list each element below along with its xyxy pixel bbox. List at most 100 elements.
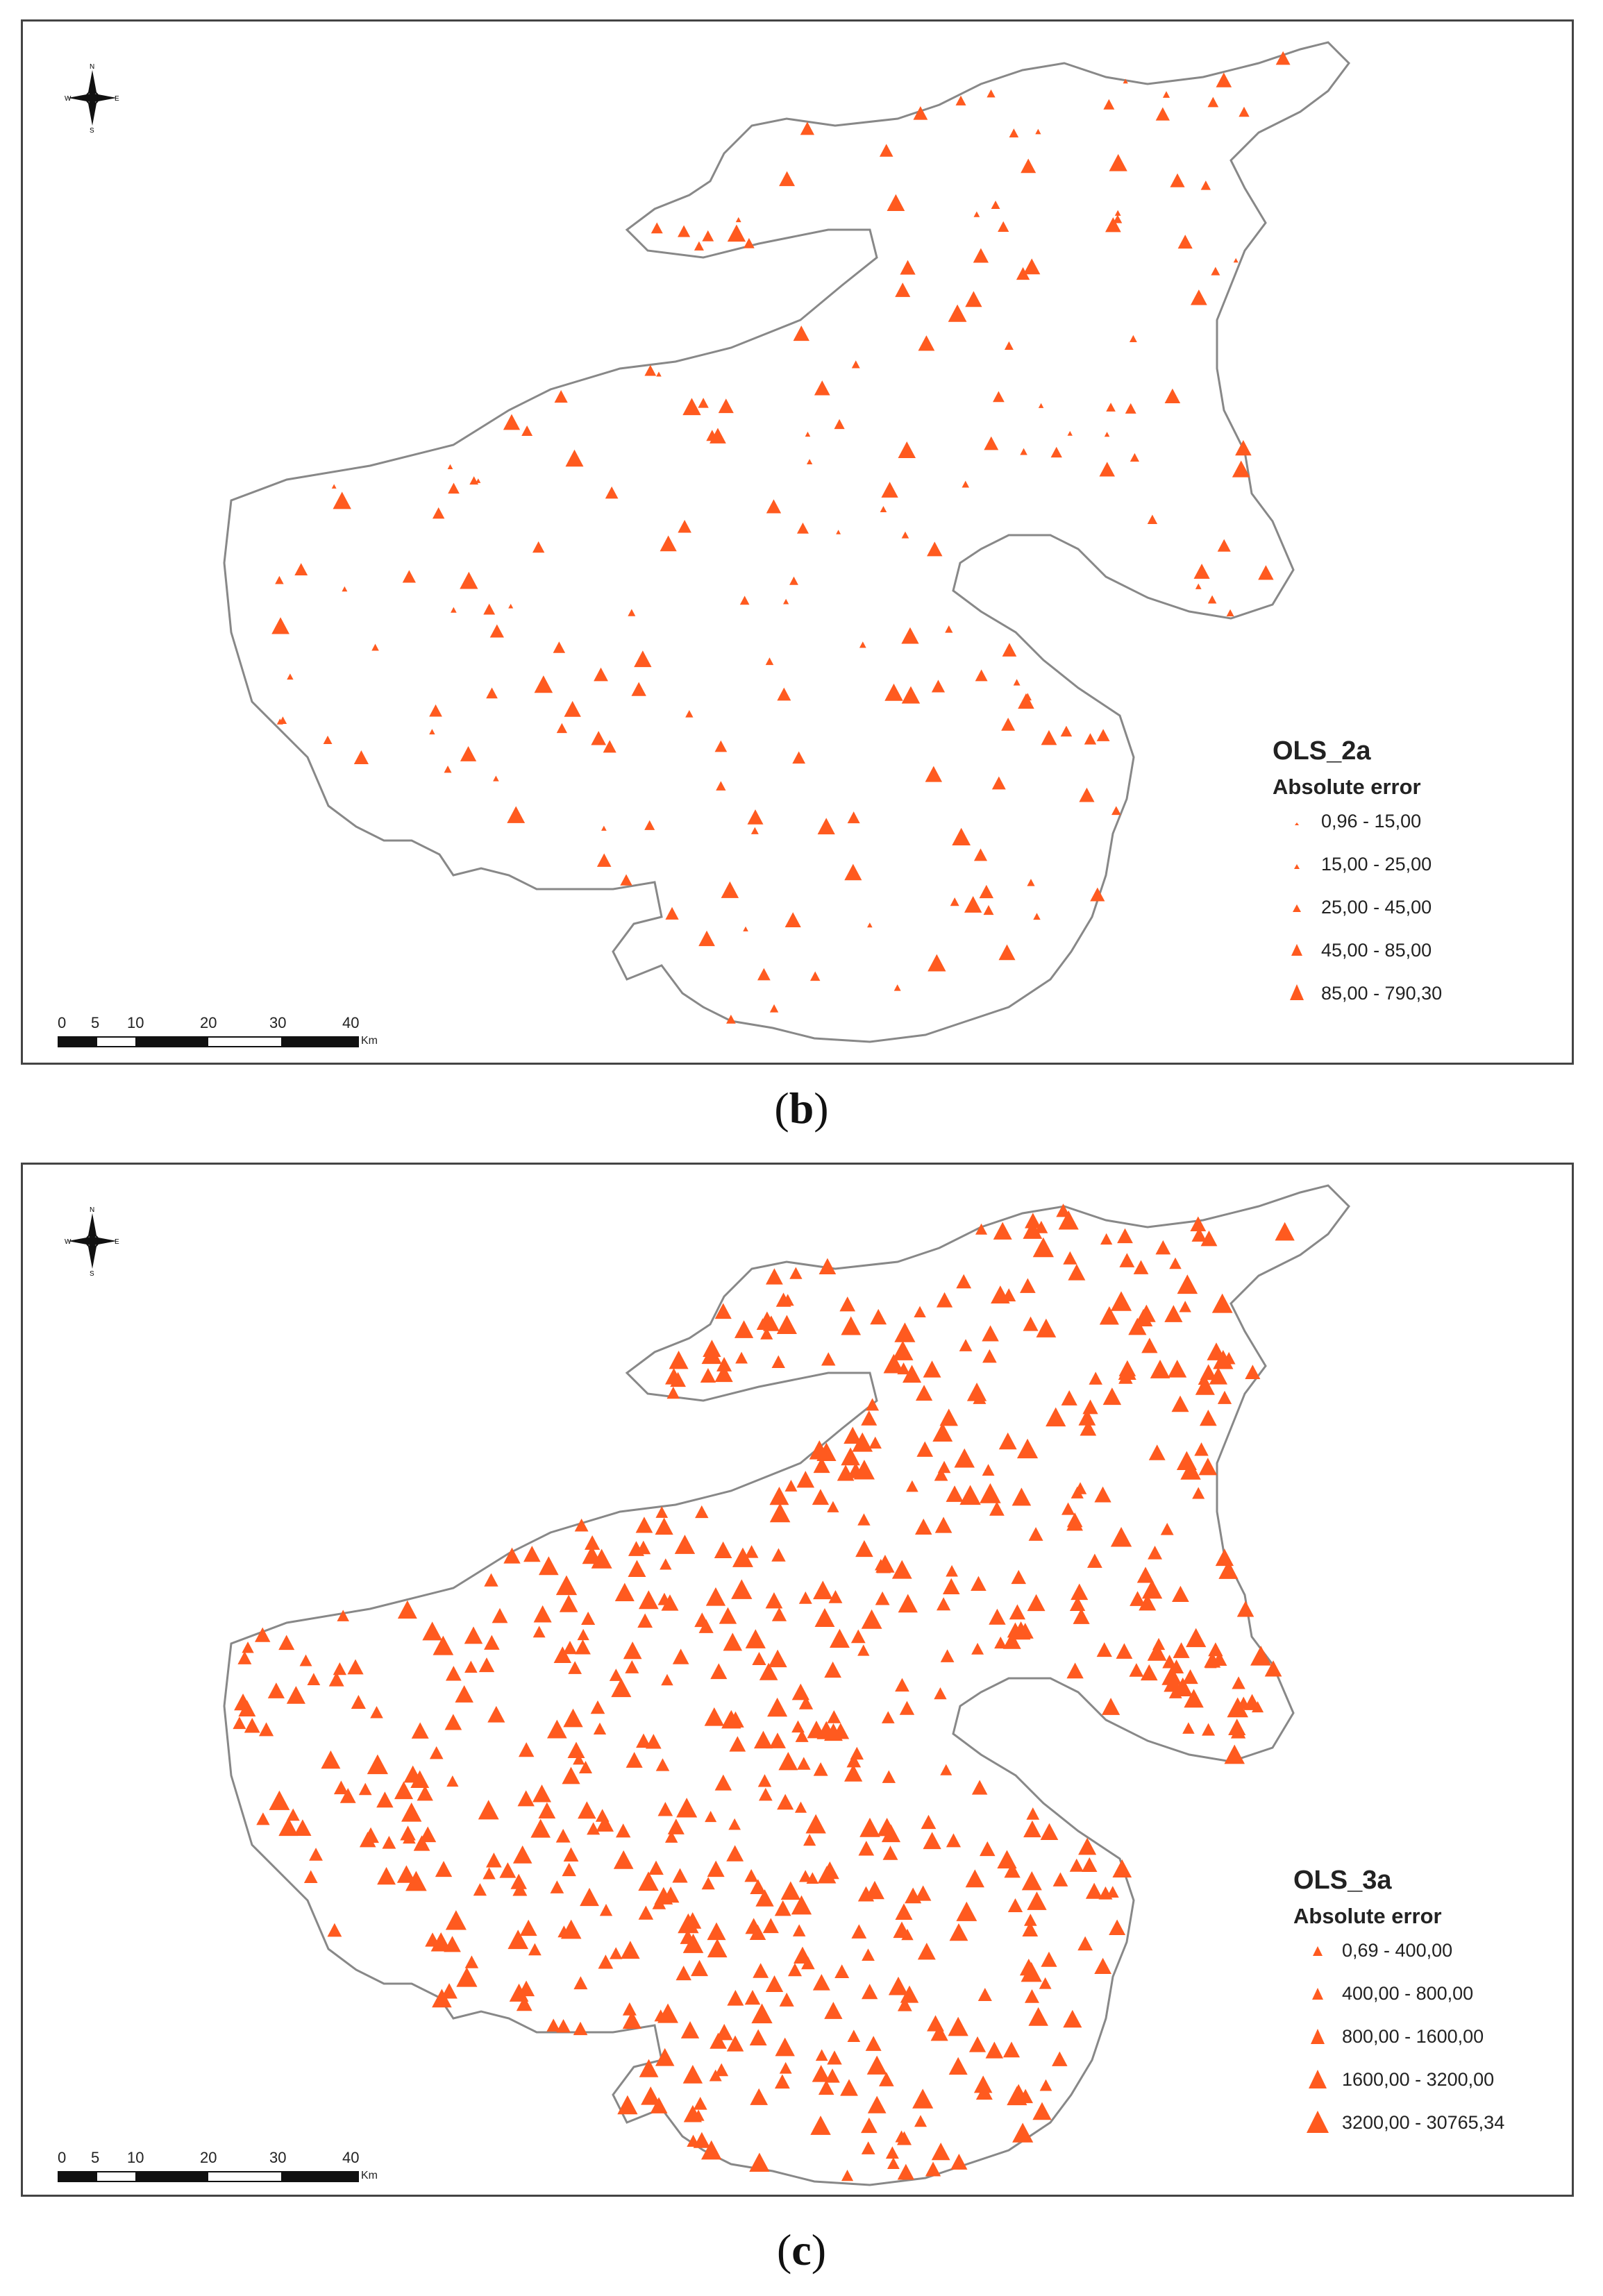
error-marker: [769, 1486, 789, 1505]
error-marker: [555, 1575, 578, 1596]
error-marker: [887, 194, 905, 212]
error-marker: [562, 1640, 578, 1655]
error-marker: [698, 1619, 714, 1633]
error-marker: [745, 1918, 762, 1934]
error-marker: [810, 2116, 831, 2135]
error-marker: [998, 221, 1009, 232]
error-marker: [880, 506, 887, 513]
error-marker: [617, 2095, 638, 2115]
error-marker: [419, 1826, 437, 1843]
error-marker: [716, 1357, 732, 1371]
error-marker: [1056, 1204, 1071, 1217]
error-marker: [1112, 1859, 1132, 1877]
error-marker: [370, 1706, 383, 1719]
error-marker: [429, 704, 442, 717]
error-marker: [648, 369, 655, 375]
error-marker: [672, 1648, 689, 1664]
compass-n-label: N: [90, 1206, 94, 1214]
error-marker: [628, 1560, 646, 1577]
error-marker: [1179, 1301, 1191, 1312]
error-marker: [841, 1316, 862, 1335]
error-marker: [1063, 2009, 1082, 2028]
error-marker: [1150, 1360, 1170, 1378]
region-outline-b: [223, 41, 1350, 1043]
error-marker: [342, 586, 348, 592]
error-marker: [641, 2086, 661, 2105]
error-marker: [714, 1365, 733, 1383]
error-marker: [347, 1659, 364, 1675]
legend-c: OLS_3a Absolute error 0,69 - 400,00 400,…: [1293, 1866, 1504, 2144]
error-marker: [973, 848, 988, 861]
error-marker: [844, 1426, 862, 1444]
error-marker: [1007, 2086, 1027, 2106]
error-marker: [1018, 693, 1034, 709]
marker-layer-b: [271, 51, 1291, 1024]
error-marker: [303, 1870, 318, 1884]
error-marker: [429, 1746, 444, 1759]
map-canvas-b: [223, 41, 1350, 1043]
error-marker: [783, 598, 789, 605]
error-marker: [286, 1808, 300, 1821]
error-marker: [744, 1545, 759, 1558]
error-marker: [884, 683, 903, 701]
error-marker: [661, 1594, 679, 1611]
error-marker: [885, 2146, 899, 2159]
error-marker: [829, 1628, 850, 1648]
error-marker: [765, 1975, 784, 1992]
error-marker: [553, 1646, 572, 1664]
error-marker: [394, 1781, 414, 1800]
error-marker: [665, 906, 679, 920]
error-marker: [1068, 1264, 1086, 1281]
error-marker: [971, 1642, 984, 1655]
marker-layer-c: [233, 1204, 1295, 2181]
error-marker: [914, 2115, 928, 2127]
error-marker: [731, 1579, 753, 1599]
error-marker: [478, 1800, 499, 1820]
error-marker: [256, 1812, 270, 1825]
error-marker: [879, 2072, 894, 2086]
error-marker: [946, 1564, 958, 1577]
error-marker: [580, 1887, 599, 1907]
error-marker: [1109, 153, 1127, 171]
error-marker: [1038, 403, 1044, 408]
error-marker: [1160, 1522, 1174, 1535]
error-marker: [993, 1222, 1012, 1240]
error-marker: [469, 476, 479, 485]
legend-item: 0,69 - 400,00: [1293, 1929, 1504, 1972]
error-marker: [847, 2029, 861, 2042]
error-marker: [815, 2049, 828, 2061]
error-marker: [948, 2057, 968, 2075]
error-marker: [1200, 1410, 1217, 1426]
error-marker: [792, 1924, 806, 1936]
error-marker: [959, 1339, 973, 1351]
error-marker: [1046, 1407, 1066, 1427]
error-marker: [895, 1678, 909, 1692]
compass-w-label: W: [65, 95, 72, 103]
error-marker: [1125, 403, 1136, 414]
error-marker: [794, 1946, 812, 1964]
error-marker: [792, 751, 806, 764]
error-marker: [893, 984, 901, 991]
error-marker: [685, 709, 694, 718]
error-marker: [777, 687, 791, 701]
error-marker: [915, 1385, 933, 1401]
error-marker: [973, 211, 980, 217]
error-marker: [1226, 609, 1234, 616]
error-marker: [1123, 78, 1128, 84]
error-marker: [1128, 1317, 1147, 1335]
legend-item: 0,96 - 15,00: [1273, 800, 1442, 843]
error-marker: [1096, 1642, 1112, 1657]
error-marker: [1034, 1220, 1048, 1233]
error-marker: [512, 1845, 532, 1864]
error-marker: [850, 1629, 866, 1644]
error-marker: [959, 1485, 981, 1505]
error-marker: [846, 1753, 862, 1768]
error-marker: [971, 1576, 987, 1591]
error-marker: [557, 1925, 571, 1938]
error-marker: [1066, 1662, 1084, 1679]
error-marker: [695, 1505, 709, 1519]
error-marker: [691, 1959, 708, 1977]
error-marker: [654, 2009, 667, 2022]
error-marker: [447, 464, 453, 469]
error-marker: [744, 1990, 761, 2005]
